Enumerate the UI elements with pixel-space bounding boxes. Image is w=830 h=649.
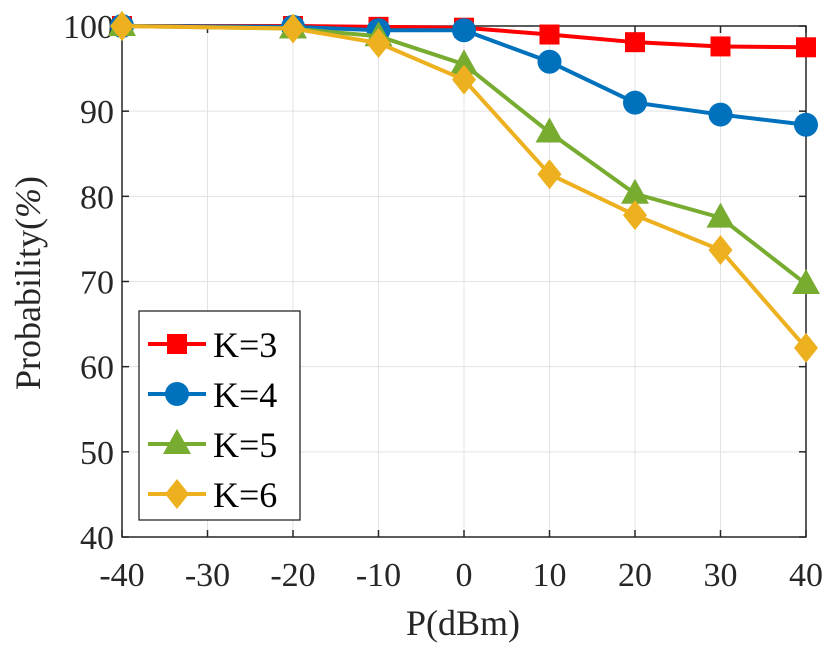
y-tick-label: 100 <box>63 9 114 46</box>
y-tick-label: 40 <box>80 520 114 557</box>
series-layer <box>108 11 820 363</box>
data-point <box>625 32 645 53</box>
y-tick-label: 70 <box>80 265 114 302</box>
data-point <box>450 49 478 75</box>
series-4 <box>110 11 818 363</box>
x-tick-label: 20 <box>618 557 652 594</box>
data-point <box>366 28 391 59</box>
data-point <box>621 178 649 204</box>
x-tick-label: 10 <box>533 557 567 594</box>
data-point <box>706 202 735 228</box>
legend-item: K=4 <box>148 375 277 415</box>
data-point <box>537 159 562 190</box>
legend: K=3 K=4 K=5 K=6 <box>138 310 301 521</box>
legend-marker <box>165 479 189 509</box>
legend-item: K=6 <box>148 475 277 515</box>
data-point <box>623 90 647 115</box>
series-line <box>121 24 807 127</box>
y-tick-label: 50 <box>80 435 114 472</box>
data-point <box>792 269 820 295</box>
y-tick-label: 60 <box>80 350 114 387</box>
y-axis-label: Probability(%) <box>8 176 48 390</box>
data-point <box>710 36 731 57</box>
data-point <box>281 13 305 44</box>
x-tick-label: -40 <box>99 557 144 594</box>
x-tick-label: -30 <box>185 557 230 594</box>
y-axis-label-close: ) <box>8 176 48 188</box>
legend-label: K=5 <box>213 425 277 465</box>
data-point <box>452 64 476 95</box>
axis-ticks: -40 -30 -20 -10 0 10 20 30 40 40 50 60 70 80 90 100 <box>63 9 823 594</box>
data-point <box>794 112 818 137</box>
data-point <box>708 234 733 265</box>
y-tick-label: 90 <box>80 94 114 131</box>
data-point <box>623 200 647 231</box>
x-tick-label: 0 <box>456 557 473 594</box>
legend-marker <box>163 429 191 454</box>
series-line <box>121 24 808 350</box>
legend-marker <box>167 334 187 354</box>
legend-label: K=4 <box>213 375 277 415</box>
x-tick-label: -10 <box>356 557 401 594</box>
legend-marker <box>165 382 189 406</box>
data-point <box>794 332 818 363</box>
y-tick-label: 80 <box>80 179 114 216</box>
data-point <box>539 24 560 45</box>
data-point <box>537 49 562 74</box>
x-tick-label: 40 <box>789 557 823 594</box>
data-point <box>452 18 476 43</box>
x-tick-label: -20 <box>270 557 315 594</box>
legend-item: K=5 <box>148 425 277 465</box>
x-tick-label: 30 <box>704 557 738 594</box>
data-point <box>535 117 564 143</box>
legend-item: K=3 <box>148 325 277 365</box>
data-point <box>796 37 816 58</box>
x-axis-label: P(dBm) <box>406 603 520 643</box>
data-point <box>708 102 733 127</box>
y-axis-label-unit: % <box>8 188 48 218</box>
legend-label: K=3 <box>213 325 277 365</box>
y-axis-label-main: Probability( <box>8 218 48 390</box>
data-point <box>110 11 134 41</box>
legend-label: K=6 <box>213 475 277 515</box>
